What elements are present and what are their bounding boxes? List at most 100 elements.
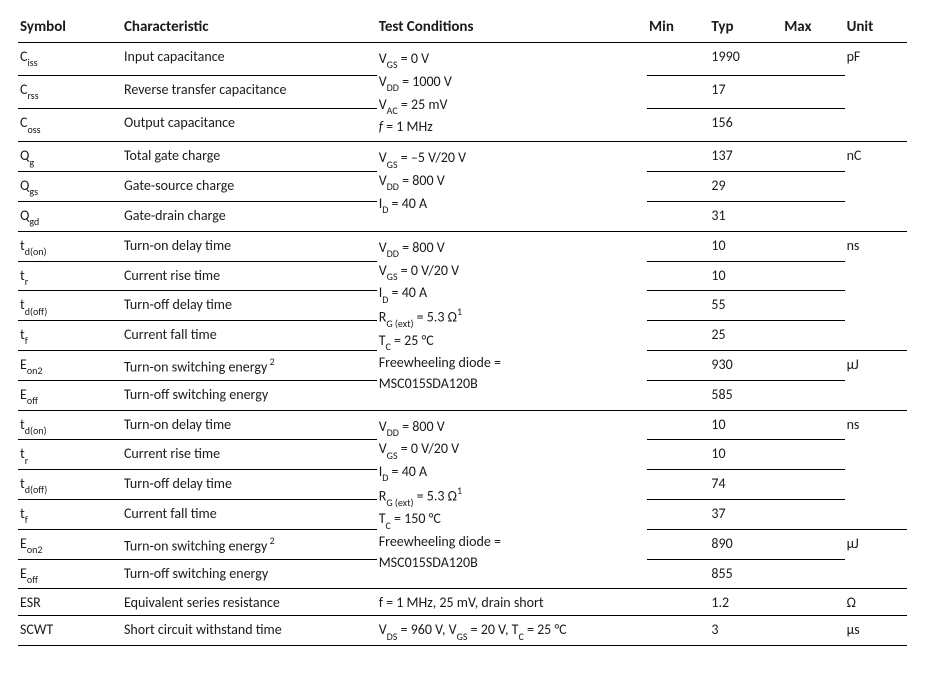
- table-row: td(on)Turn-on delay timeVDD = 800 VVGS =…: [18, 410, 907, 440]
- symbol-cell: Coss: [18, 109, 122, 142]
- datasheet-table-page: Symbol Characteristic Test Conditions Mi…: [0, 0, 925, 670]
- characteristic-cell: Current rise time: [122, 440, 377, 470]
- characteristic-cell: Turn-off switching energy: [122, 559, 377, 589]
- typ-cell: 37: [709, 499, 782, 529]
- min-cell: [647, 350, 709, 380]
- characteristic-cell: Current rise time: [122, 261, 377, 291]
- max-cell: [782, 589, 844, 616]
- unit-cell: ns: [845, 410, 907, 529]
- max-cell: [782, 410, 844, 440]
- unit-cell: µJ: [845, 350, 907, 410]
- min-cell: [647, 291, 709, 321]
- max-cell: [782, 470, 844, 500]
- characteristic-cell: Turn-on switching energy 2: [122, 350, 377, 380]
- conditions-cell: VGS = –5 V/20 VVDD = 800 VID = 40 A: [377, 142, 647, 231]
- min-cell: [647, 470, 709, 500]
- min-cell: [647, 499, 709, 529]
- symbol-cell: Eon2: [18, 350, 122, 380]
- header-unit: Unit: [845, 12, 907, 43]
- min-cell: [647, 589, 709, 616]
- characteristic-cell: Output capacitance: [122, 109, 377, 142]
- max-cell: [782, 499, 844, 529]
- conditions-cell: VDD = 800 VVGS = 0 V/20 VID = 40 ARG (ex…: [377, 231, 647, 410]
- typ-cell: 29: [709, 172, 782, 202]
- typ-cell: 156: [709, 109, 782, 142]
- min-cell: [647, 321, 709, 351]
- symbol-cell: tr: [18, 440, 122, 470]
- min-cell: [647, 616, 709, 646]
- symbol-cell: Qgd: [18, 201, 122, 231]
- typ-cell: 585: [709, 380, 782, 410]
- typ-cell: 55: [709, 291, 782, 321]
- unit-cell: ns: [845, 231, 907, 350]
- unit-cell: pF: [845, 43, 907, 142]
- max-cell: [782, 616, 844, 646]
- typ-cell: 74: [709, 470, 782, 500]
- symbol-cell: tf: [18, 321, 122, 351]
- characteristic-cell: Turn-off delay time: [122, 291, 377, 321]
- unit-cell: Ω: [845, 589, 907, 616]
- header-characteristic: Characteristic: [122, 12, 377, 43]
- min-cell: [647, 43, 709, 76]
- max-cell: [782, 43, 844, 76]
- characteristic-cell: Gate-source charge: [122, 172, 377, 202]
- characteristic-cell: Short circuit withstand time: [122, 616, 377, 646]
- symbol-cell: Ciss: [18, 43, 122, 76]
- min-cell: [647, 261, 709, 291]
- max-cell: [782, 380, 844, 410]
- header-max: Max: [782, 12, 844, 43]
- characteristic-cell: Reverse transfer capacitance: [122, 76, 377, 109]
- max-cell: [782, 172, 844, 202]
- conditions-cell: VDD = 800 VVGS = 0 V/20 VID = 40 ARG (ex…: [377, 410, 647, 589]
- max-cell: [782, 321, 844, 351]
- min-cell: [647, 231, 709, 261]
- symbol-cell: Eoff: [18, 559, 122, 589]
- typ-cell: 10: [709, 410, 782, 440]
- min-cell: [647, 109, 709, 142]
- typ-cell: 10: [709, 231, 782, 261]
- symbol-cell: tf: [18, 499, 122, 529]
- symbol-cell: td(off): [18, 470, 122, 500]
- conditions-cell: VDS = 960 V, VGS = 20 V, TC = 25 °C: [377, 616, 647, 646]
- unit-cell: nC: [845, 142, 907, 231]
- max-cell: [782, 529, 844, 559]
- characteristic-cell: Turn-on delay time: [122, 410, 377, 440]
- characteristic-cell: Input capacitance: [122, 43, 377, 76]
- max-cell: [782, 201, 844, 231]
- min-cell: [647, 201, 709, 231]
- table-row: td(on)Turn-on delay timeVDD = 800 VVGS =…: [18, 231, 907, 261]
- min-cell: [647, 172, 709, 202]
- characteristic-cell: Gate-drain charge: [122, 201, 377, 231]
- symbol-cell: Qg: [18, 142, 122, 172]
- max-cell: [782, 559, 844, 589]
- symbol-cell: td(off): [18, 291, 122, 321]
- characteristic-cell: Turn-on delay time: [122, 231, 377, 261]
- characteristic-cell: Turn-on switching energy 2: [122, 529, 377, 559]
- max-cell: [782, 350, 844, 380]
- symbol-cell: Qgs: [18, 172, 122, 202]
- unit-cell: µs: [845, 616, 907, 646]
- conditions-cell: f = 1 MHz, 25 mV, drain short: [377, 589, 647, 616]
- min-cell: [647, 559, 709, 589]
- table-body: CissInput capacitanceVGS = 0 VVDD = 1000…: [18, 43, 907, 646]
- symbol-cell: SCWT: [18, 616, 122, 646]
- table-row: ESREquivalent series resistancef = 1 MHz…: [18, 589, 907, 616]
- typ-cell: 1.2: [709, 589, 782, 616]
- max-cell: [782, 231, 844, 261]
- characteristic-cell: Turn-off delay time: [122, 470, 377, 500]
- typ-cell: 10: [709, 440, 782, 470]
- symbol-cell: ESR: [18, 589, 122, 616]
- max-cell: [782, 291, 844, 321]
- characteristic-cell: Total gate charge: [122, 142, 377, 172]
- max-cell: [782, 76, 844, 109]
- min-cell: [647, 380, 709, 410]
- max-cell: [782, 440, 844, 470]
- typ-cell: 890: [709, 529, 782, 559]
- conditions-cell: VGS = 0 VVDD = 1000 VVAC = 25 mVf = 1 MH…: [377, 43, 647, 142]
- table-row: CissInput capacitanceVGS = 0 VVDD = 1000…: [18, 43, 907, 76]
- unit-cell: µJ: [845, 529, 907, 589]
- characteristic-cell: Current fall time: [122, 321, 377, 351]
- symbol-cell: Eoff: [18, 380, 122, 410]
- characteristic-cell: Turn-off switching energy: [122, 380, 377, 410]
- header-min: Min: [647, 12, 709, 43]
